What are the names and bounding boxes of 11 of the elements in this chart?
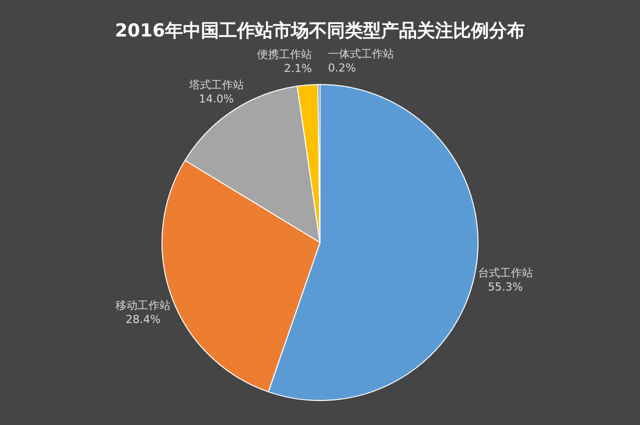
slice-label: 塔式工作站 bbox=[188, 78, 244, 92]
slice-label: 一体式工作站 bbox=[328, 48, 394, 61]
data-label: 0.2% bbox=[328, 62, 356, 75]
chart-title: 2016年中国工作站市场不同类型产品关注比例分布 bbox=[114, 20, 526, 42]
slice-label: 移动工作站 bbox=[116, 299, 171, 312]
slice-label: 台式工作站 bbox=[478, 266, 533, 280]
data-label: 14.0% bbox=[198, 92, 234, 106]
data-label: 2.1% bbox=[284, 62, 312, 76]
data-label: 55.3% bbox=[488, 280, 523, 294]
data-label: 28.4% bbox=[126, 313, 161, 326]
slice-label: 便携工作站 bbox=[257, 48, 312, 62]
